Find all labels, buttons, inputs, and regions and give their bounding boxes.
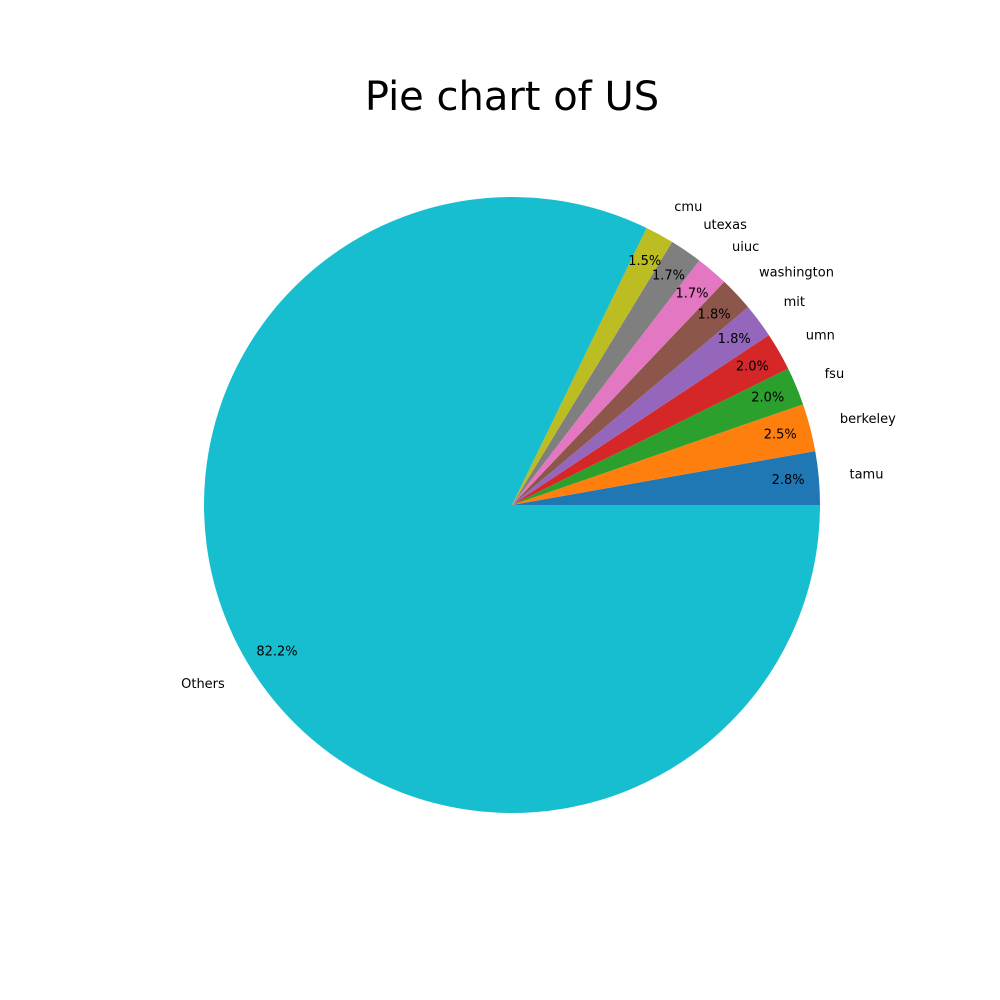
pct-label-fsu: 2.0% — [751, 391, 784, 406]
slice-label-cmu: cmu — [674, 200, 702, 215]
pie-slices — [204, 196, 821, 813]
slice-label-fsu: fsu — [825, 367, 845, 382]
pie-slice-berkeley — [512, 404, 816, 505]
pie-slice-cmu — [512, 227, 673, 505]
pct-label-umn: 2.0% — [736, 359, 769, 374]
pct-label-washington: 1.8% — [698, 308, 731, 323]
slice-label-berkeley: berkeley — [840, 412, 896, 427]
pie-slice-utexas — [512, 241, 700, 505]
pie-slice-umn — [512, 335, 789, 505]
slice-label-umn: umn — [806, 329, 835, 344]
pct-label-cmu: 1.5% — [628, 254, 661, 269]
slice-label-others: Others — [181, 677, 225, 692]
pie-slice-others — [204, 196, 821, 813]
pct-label-uiuc: 1.7% — [676, 287, 709, 302]
slice-label-utexas: utexas — [703, 218, 747, 233]
pie-labels: tamu 2.8% berkeley 2.5% fsu 2.0% umn 2.0% mit 1.8… — [181, 200, 896, 692]
pct-label-mit: 1.8% — [718, 332, 751, 347]
chart-title: Pie chart of US — [364, 74, 660, 120]
pct-label-others: 82.2% — [256, 645, 297, 660]
slice-label-tamu: tamu — [849, 468, 883, 483]
pie-slice-fsu — [512, 368, 804, 505]
slice-label-washington: washington — [759, 266, 834, 281]
slice-label-mit: mit — [784, 295, 805, 310]
pie-slice-tamu — [512, 451, 820, 505]
pie-slice-washington — [512, 281, 749, 505]
pct-label-tamu: 2.8% — [772, 473, 805, 488]
pie-slice-mit — [512, 307, 769, 505]
pie-slice-uiuc — [512, 260, 725, 505]
pct-label-berkeley: 2.5% — [764, 428, 797, 443]
pct-label-utexas: 1.7% — [652, 269, 685, 284]
slice-label-uiuc: uiuc — [732, 240, 759, 255]
